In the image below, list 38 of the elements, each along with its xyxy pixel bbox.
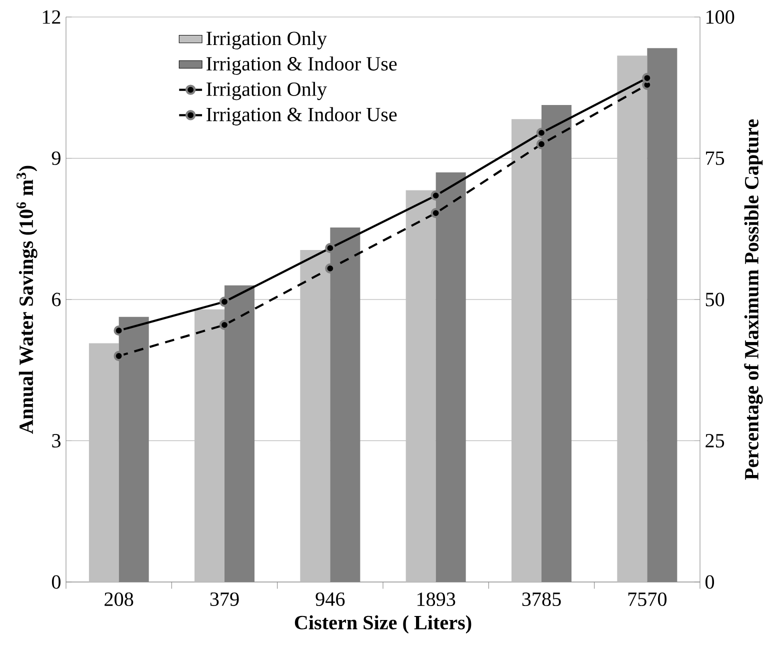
x-tick-label: 208: [104, 592, 134, 606]
bar: [512, 119, 542, 582]
y2-tick-label: 50: [706, 292, 724, 306]
y-tick-label: 9: [52, 152, 60, 165]
point: [430, 190, 441, 201]
y-tick-label: 3: [52, 434, 60, 448]
point: [430, 208, 441, 218]
legend-label: Irrigation & Indoor Use: [206, 107, 397, 126]
legend-label: Irrigation & Indoor Use: [206, 56, 397, 75]
y-tick-label: 0: [52, 575, 61, 589]
y2-tick-label: 25: [706, 434, 724, 448]
x-tick-label: 946: [316, 592, 345, 606]
x-tick-label: 7570: [628, 592, 667, 606]
point: [325, 242, 336, 254]
x-axis-title: Cistern Size ( Liters): [294, 615, 472, 634]
x-tick-label: 1893: [417, 592, 456, 606]
legend-label: Irrigation Only: [206, 82, 327, 100]
x-tick-label: 379: [210, 592, 239, 606]
y-axis-title: Annual Water Savings (10$^{6}$ m$^{3}$): [16, 166, 38, 434]
y2-axis-title: Percentage of Maximum Possible Capture: [744, 119, 763, 480]
y2-tick-label: 0: [705, 575, 714, 589]
bar: [194, 309, 224, 582]
bar: [617, 56, 648, 582]
point: [114, 350, 124, 362]
y2-tick-label: 100: [706, 10, 734, 24]
point: [219, 320, 230, 330]
point: [114, 325, 124, 336]
y2-tick-label: 75: [706, 152, 724, 165]
x-tick-label: 3785: [522, 592, 561, 606]
y-tick-label: 6: [52, 292, 61, 306]
legend-label: Irrigation Only: [206, 31, 327, 50]
bar: [300, 250, 330, 582]
point: [219, 296, 230, 307]
point: [536, 128, 547, 138]
bar: [88, 343, 119, 582]
y-tick-label: 12: [42, 10, 60, 24]
bar: [406, 190, 436, 582]
point: [325, 263, 336, 274]
